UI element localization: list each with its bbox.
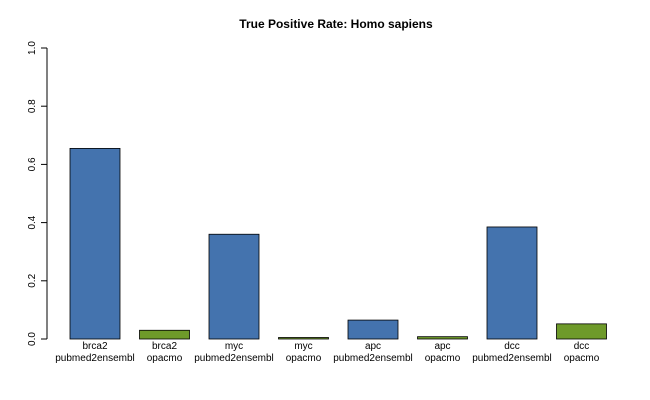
category-gene-label: myc [294, 341, 312, 352]
category-method-label: pubmed2ensembl [472, 353, 552, 364]
category-gene-label: dcc [504, 341, 520, 352]
bars [69, 147, 607, 340]
category-method-label: pubmed2ensembl [194, 353, 274, 364]
category-method-label: opacmo [147, 353, 183, 364]
category-method-label: opacmo [564, 353, 600, 364]
bar [139, 329, 190, 340]
category-gene-label: apc [434, 341, 450, 352]
category-method-label: pubmed2ensembl [55, 353, 135, 364]
chart-title: True Positive Rate: Homo sapiens [239, 17, 433, 31]
y-axis: 0.0 0.2 0.4 0.6 0.8 1.0 [27, 41, 48, 346]
y-tick-label: 0.0 [27, 332, 38, 346]
category-gene-label: myc [225, 341, 243, 352]
category-gene-label: brca2 [82, 341, 107, 352]
bar [69, 147, 121, 340]
bar [417, 336, 468, 340]
y-tick-label: 0.8 [27, 99, 38, 113]
y-tick-label: 0.2 [27, 273, 38, 287]
y-tick-label: 0.4 [27, 215, 38, 229]
category-gene-label: dcc [574, 341, 590, 352]
y-tick-label: 0.6 [27, 157, 38, 171]
category-gene-label: brca2 [152, 341, 177, 352]
bar [208, 233, 260, 340]
bar [556, 323, 607, 340]
category-labels: brca2pubmed2ensemblbrca2opacmomycpubmed2… [55, 341, 599, 364]
category-method-label: opacmo [425, 353, 461, 364]
bar [486, 226, 538, 340]
category-gene-label: apc [365, 341, 381, 352]
y-tick-label: 1.0 [27, 41, 38, 55]
category-method-label: opacmo [286, 353, 322, 364]
category-method-label: pubmed2ensembl [333, 353, 413, 364]
bar [347, 319, 399, 340]
bar [278, 337, 329, 340]
